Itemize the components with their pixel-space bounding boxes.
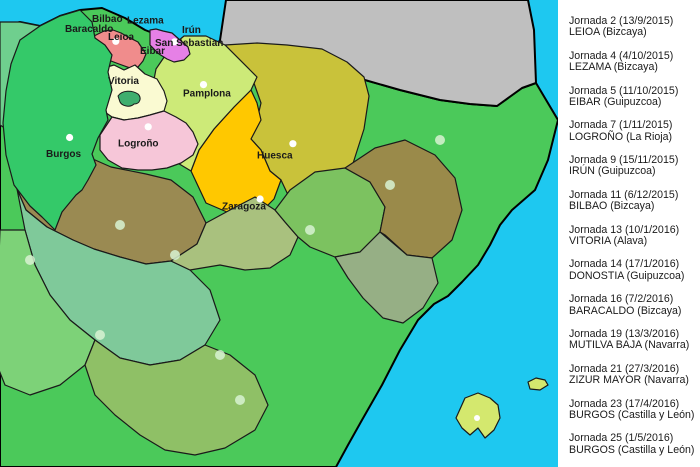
svg-text:Leioa: Leioa (108, 32, 135, 43)
svg-text:Irún: Irún (182, 25, 201, 36)
svg-text:Lezama: Lezama (127, 16, 164, 27)
svg-text:Eibar: Eibar (140, 46, 165, 57)
svg-text:San Sebastian: San Sebastian (155, 38, 223, 49)
svg-text:Zaragoza: Zaragoza (222, 201, 266, 212)
svg-text:Huesca: Huesca (257, 150, 293, 161)
svg-text:Pamplona: Pamplona (183, 88, 231, 99)
svg-text:Vitoria: Vitoria (108, 76, 139, 87)
svg-text:Burgos: Burgos (46, 149, 81, 160)
svg-text:Baracaldo: Baracaldo (65, 24, 113, 35)
svg-text:Logroño: Logroño (118, 138, 159, 149)
